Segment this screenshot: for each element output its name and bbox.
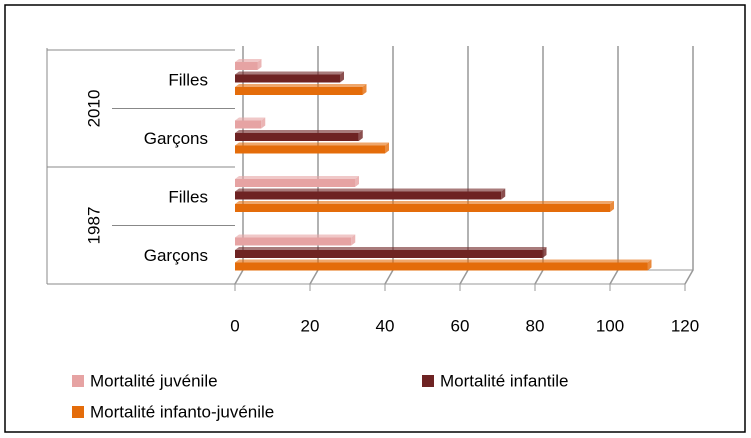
bar-top — [235, 201, 614, 204]
bar-end — [542, 247, 547, 258]
bar-top — [235, 117, 266, 121]
x-tick-label: 0 — [230, 316, 239, 335]
legend-swatch — [72, 375, 84, 387]
bar — [235, 204, 610, 212]
group-label: 1987 — [84, 207, 103, 245]
bar — [235, 262, 648, 271]
bar-top — [235, 188, 506, 192]
bar-top — [235, 71, 344, 75]
bar-end — [647, 259, 652, 271]
bar-end — [501, 188, 506, 200]
legend-swatch — [422, 375, 434, 387]
bar — [235, 145, 385, 154]
bar — [235, 62, 258, 70]
bar-top — [235, 84, 367, 87]
category-label: Garçons — [144, 129, 208, 148]
bar-end — [358, 130, 363, 141]
category-label: Garçons — [144, 246, 208, 265]
bar-end — [385, 142, 389, 154]
legend-label: Mortalité juvénile — [90, 371, 218, 390]
legend-label: Mortalité infantile — [440, 371, 569, 390]
bar-end — [261, 117, 266, 129]
bar-top — [235, 142, 389, 146]
bar-end — [351, 234, 356, 246]
legend-label: Mortalité infanto-juvénile — [90, 402, 274, 421]
x-tick-label: 40 — [376, 316, 395, 335]
group-label: 2010 — [84, 90, 103, 128]
x-tick-label: 120 — [671, 316, 699, 335]
bar-top — [235, 234, 356, 238]
category-label: Filles — [168, 188, 208, 207]
bar — [235, 250, 543, 258]
bar — [235, 237, 352, 246]
bar-end — [355, 176, 359, 187]
x-tick-label: 80 — [526, 316, 545, 335]
x-tick-label: 20 — [301, 316, 320, 335]
bar — [235, 87, 363, 95]
bar-top — [235, 247, 547, 250]
grid-line — [684, 46, 694, 285]
bar-end — [610, 201, 614, 212]
bar — [235, 179, 355, 187]
x-tick-label: 100 — [596, 316, 624, 335]
legend-swatch — [72, 406, 84, 418]
bar-end — [340, 71, 344, 83]
bar-top — [235, 176, 359, 179]
bar — [235, 191, 502, 200]
bar — [235, 74, 340, 83]
bar-top — [235, 130, 363, 133]
bar — [235, 133, 359, 141]
bar — [235, 120, 262, 129]
x-tick-label: 60 — [451, 316, 470, 335]
bar-end — [257, 59, 262, 70]
bar-end — [362, 84, 367, 95]
bar-top — [235, 259, 652, 263]
category-label: Filles — [168, 71, 208, 90]
chart-border — [4, 4, 746, 433]
bar-top — [235, 59, 262, 62]
